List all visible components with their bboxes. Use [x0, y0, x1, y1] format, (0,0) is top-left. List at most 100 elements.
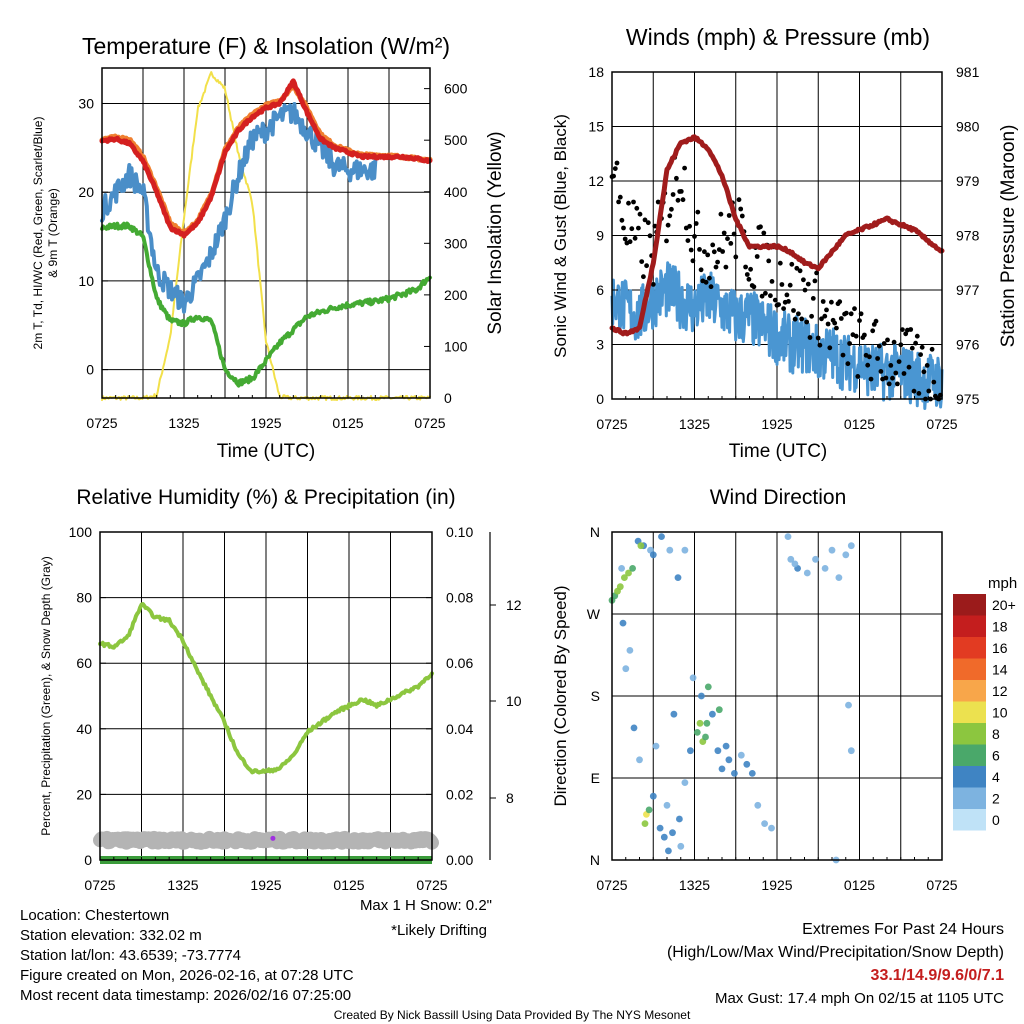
temperature-left-ticks: 0 10 20 30	[78, 95, 108, 378]
insol-right-ytick-3: 300	[444, 235, 468, 251]
latlon-text: Station lat/lon: 43.6539; -73.7774	[20, 947, 242, 964]
wind-direction-point	[704, 683, 712, 691]
pressure-right-ytick-3: 978	[956, 228, 980, 244]
wind-direction-panel: Wind Direction 0725 1325 1925 0125 0725 N E S W…	[551, 486, 1017, 893]
precip-right-ytick-0: 0.00	[446, 852, 473, 868]
insol-right-ytick-0: 0	[444, 390, 452, 406]
gust-point	[739, 213, 745, 219]
winds-left-ytick-6: 18	[588, 64, 604, 80]
wind-direction-point	[656, 824, 664, 832]
gust-point	[805, 281, 811, 287]
recent-text: Most recent data timestamp: 2026/02/16 0…	[20, 987, 352, 1004]
wind-direction-point	[698, 692, 705, 700]
wind-direction-point	[842, 551, 850, 559]
winds-xtick-0: 0725	[596, 416, 627, 432]
insol-right-ytick-6: 600	[444, 81, 468, 97]
pressure-right-ytick-2: 977	[956, 282, 980, 298]
wind-direction-x-ticks: 0725 1325 1925 0125 0725	[596, 854, 958, 893]
legend-label-6: 8	[992, 726, 1000, 742]
elevation-text: Station elevation: 332.02 m	[20, 927, 202, 944]
wind-direction-point	[670, 710, 678, 718]
wind-direction-point	[660, 833, 668, 841]
precip-right-ytick-5: 0.10	[446, 524, 473, 540]
temp-left-ytick-0: 0	[86, 362, 94, 378]
wind-direction-point	[626, 647, 634, 654]
gust-point	[744, 272, 750, 277]
legend-swatch-10	[953, 809, 986, 831]
gust-point	[664, 238, 669, 244]
pressure-right-ytick-6: 981	[956, 64, 980, 80]
gust-point	[794, 265, 800, 271]
legend-swatch-1	[953, 615, 986, 637]
gust-point	[647, 233, 653, 239]
location-text: Location: Chestertown	[20, 907, 170, 924]
gust-point	[825, 321, 831, 327]
gust-point	[929, 346, 935, 352]
gust-point	[919, 344, 925, 350]
legend-swatch-0	[953, 594, 986, 616]
gust-point	[743, 264, 748, 270]
wind-direction-point	[847, 542, 855, 550]
precip-right-ytick-4: 0.08	[446, 590, 473, 606]
gust-point	[777, 260, 783, 266]
gust-point	[890, 375, 895, 381]
gust-point	[688, 247, 694, 253]
gust-point	[815, 335, 821, 341]
gust-point	[901, 371, 907, 376]
wind-direction-point	[622, 665, 630, 673]
gust-point	[916, 391, 922, 396]
gust-point	[641, 274, 646, 280]
gust-point	[715, 259, 720, 265]
gust-point	[687, 223, 692, 229]
gust-point	[678, 189, 684, 194]
gust-point	[708, 284, 714, 290]
temperature-grid	[102, 68, 430, 398]
insol-right-ytick-4: 400	[444, 184, 468, 200]
winds-left-ytick-5: 15	[588, 119, 604, 135]
gust-point	[629, 226, 635, 232]
rh-series-snow-depth	[93, 830, 439, 850]
rh-left-ytick-5: 100	[69, 524, 93, 540]
snow-outer-axis: 8 10 12	[489, 532, 522, 860]
wind-direction-point	[731, 770, 738, 777]
gust-point	[893, 370, 899, 376]
temp-left-ytick-2: 20	[78, 184, 94, 200]
wind-direction-point	[754, 801, 762, 809]
legend-swatch-2	[953, 637, 986, 659]
gust-point	[787, 282, 793, 288]
temp-xtick-1: 1325	[168, 415, 199, 431]
winds-series	[609, 134, 945, 410]
gust-point	[909, 345, 915, 351]
gust-point	[903, 331, 909, 337]
gust-point	[726, 213, 732, 218]
wind-direction-point	[787, 555, 795, 563]
rh-left-ytick-4: 80	[76, 590, 92, 606]
gust-point	[751, 284, 757, 290]
gust-point	[674, 175, 679, 181]
gust-point	[621, 225, 626, 231]
precip-right-ticks: 0.00 0.02 0.04 0.06 0.08 0.10	[426, 524, 473, 868]
gust-point	[703, 279, 709, 285]
gust-point	[822, 313, 828, 319]
gust-point	[682, 165, 687, 171]
wind-direction-point	[676, 815, 683, 823]
gust-point	[723, 264, 729, 270]
gust-point	[634, 205, 640, 211]
max-snow-note: Max 1 H Snow: 0.2"	[360, 897, 492, 914]
gust-point	[891, 339, 897, 345]
temp-xtick-4: 0725	[414, 415, 445, 431]
gust-point	[736, 197, 742, 203]
legend-label-8: 4	[992, 769, 1000, 785]
wind-direction-point	[616, 583, 624, 591]
wind-direction-point	[641, 820, 649, 827]
pressure-right-ytick-5: 980	[956, 119, 980, 135]
gust-point	[680, 197, 686, 203]
rh-left-ytick-1: 20	[76, 786, 92, 802]
gust-point	[896, 359, 902, 364]
gust-point	[911, 388, 917, 394]
rh-xtick-3: 0125	[333, 877, 364, 893]
gust-point	[720, 249, 725, 254]
wind-direction-points	[608, 533, 855, 864]
rh-xtick-0: 0725	[84, 877, 115, 893]
rh-xtick-4: 0725	[416, 877, 447, 893]
